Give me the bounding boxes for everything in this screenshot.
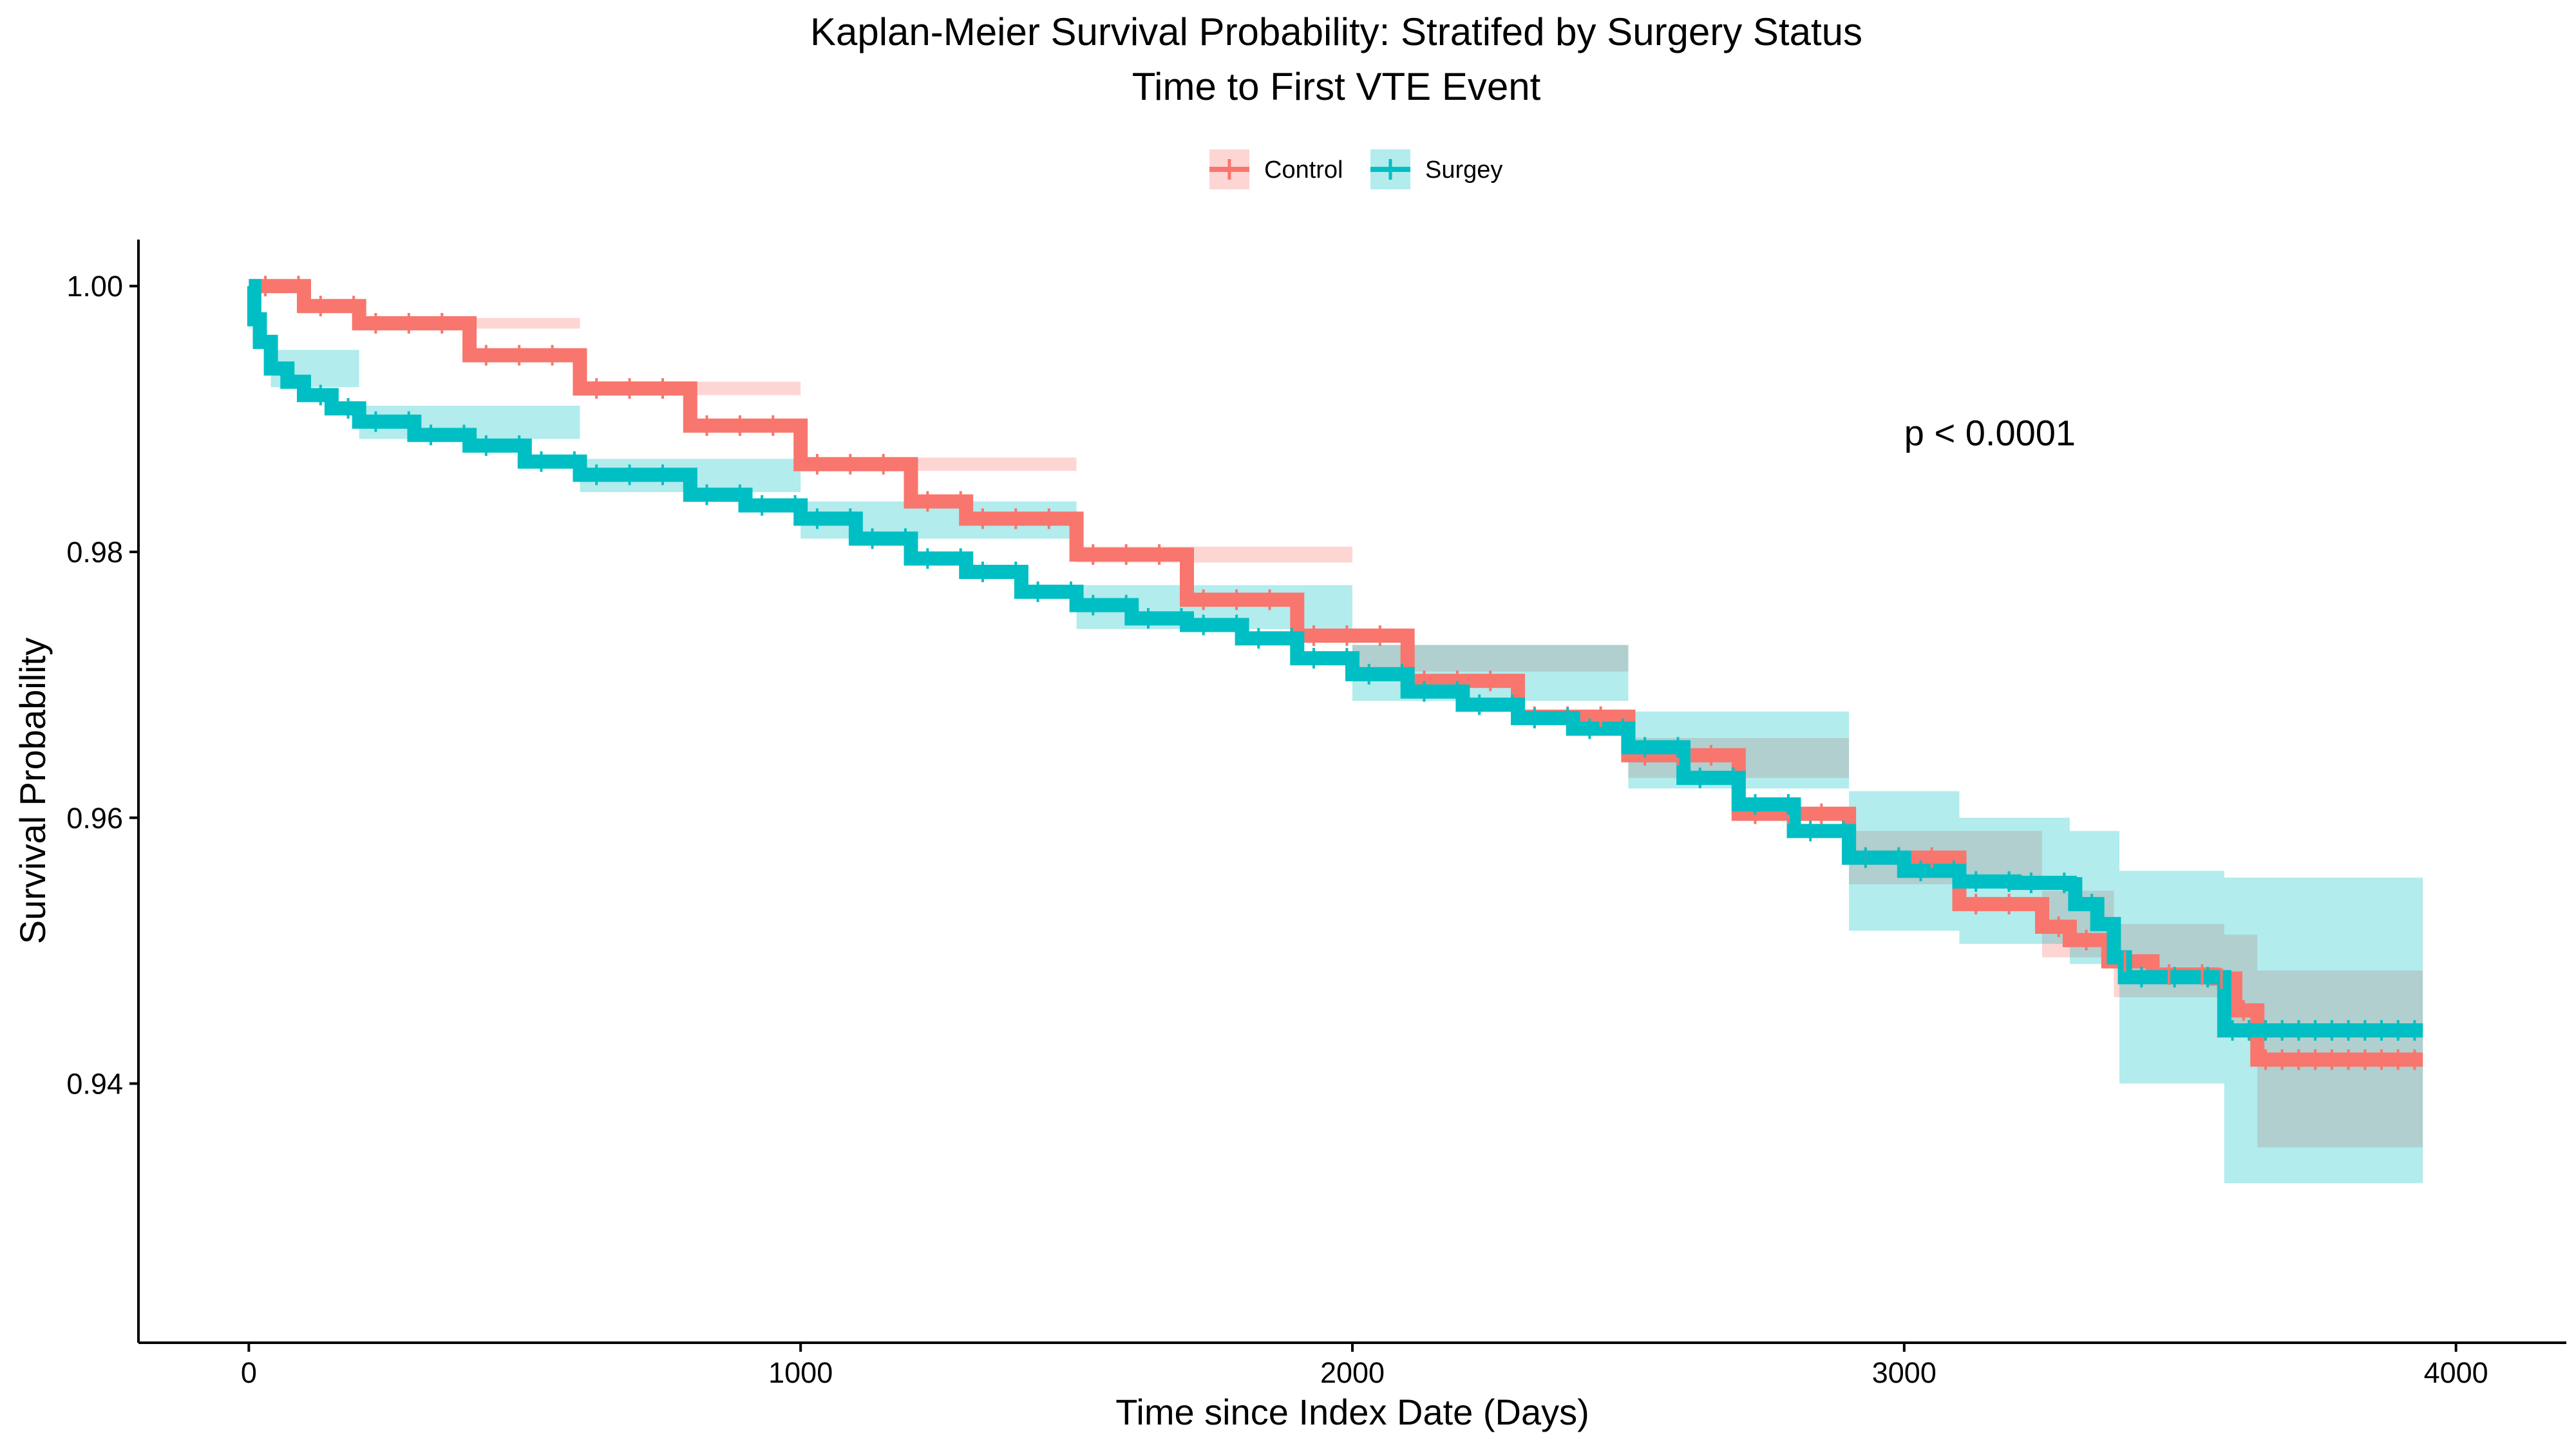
x-ticks: 0 1000 2000 3000 4000 (241, 1343, 2488, 1389)
chart-subtitle: Time to First VTE Event (1132, 65, 1541, 108)
survival-curve-surgey (247, 279, 2423, 1037)
y-tick-label: 0.96 (66, 802, 123, 835)
survival-curves (247, 279, 2423, 1067)
x-tick-label: 2000 (1320, 1356, 1385, 1389)
y-ticks: 0.94 0.96 0.98 1.00 (66, 270, 138, 1101)
x-tick-label: 1000 (768, 1356, 833, 1389)
y-tick-label: 0.98 (66, 536, 123, 569)
legend-label-surgey: Surgey (1425, 156, 1502, 184)
legend-label-control: Control (1264, 156, 1343, 184)
ci-band-surgey (249, 286, 2423, 1184)
survival-curve-control (249, 279, 2423, 1067)
censor-marks (264, 276, 2416, 1070)
y-tick-label: 1.00 (66, 270, 123, 303)
legend: Control Surgey (1209, 149, 1502, 189)
p-value-annotation: p < 0.0001 (1904, 412, 2076, 453)
x-axis-title: Time since Index Date (Days) (1115, 1392, 1589, 1432)
x-tick-label: 3000 (1872, 1356, 1937, 1389)
confidence-bands (249, 286, 2423, 1184)
x-tick-label: 0 (241, 1356, 257, 1389)
y-axis-title: Survival Probability (12, 638, 53, 944)
x-tick-label: 4000 (2424, 1356, 2488, 1389)
chart-title: Kaplan-Meier Survival Probability: Strat… (810, 10, 1862, 53)
y-tick-label: 0.94 (66, 1068, 123, 1101)
